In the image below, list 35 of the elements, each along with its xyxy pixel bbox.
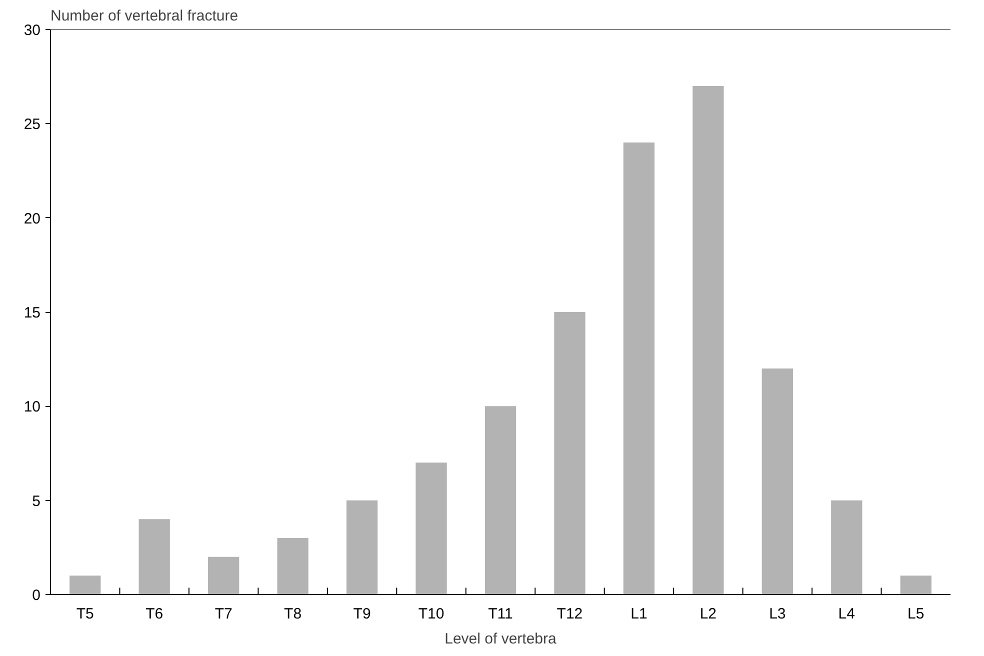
bar	[138, 519, 170, 594]
bar	[692, 86, 724, 594]
bar	[762, 368, 793, 594]
bar	[70, 576, 101, 594]
bar	[900, 576, 932, 594]
bar	[416, 462, 447, 594]
y-tick-label: 20	[24, 210, 41, 228]
x-axis-title: Level of vertebra	[444, 630, 558, 648]
x-tick-label: L4	[838, 606, 855, 622]
x-tick-label: T11	[488, 606, 513, 622]
bar	[277, 538, 308, 594]
x-tick-label: T12	[556, 606, 583, 622]
x-tick-label: T5	[76, 606, 94, 622]
x-tick-label: L5	[908, 606, 924, 622]
y-tick-label: 10	[24, 398, 41, 416]
bar	[623, 142, 655, 594]
bar	[831, 500, 862, 594]
y-tick-label: 5	[32, 492, 40, 510]
x-tick-label: T8	[284, 606, 302, 622]
bar	[554, 312, 586, 594]
bar	[484, 406, 516, 594]
y-tick-label: 15	[24, 304, 41, 322]
y-axis-title: Number of vertebral fracture	[50, 8, 238, 24]
x-tick-label: T6	[146, 606, 164, 622]
y-tick-label: 0	[32, 587, 40, 604]
x-tick-label: T10	[418, 606, 444, 622]
x-tick-label: T9	[353, 606, 371, 622]
y-tick-label: 25	[24, 116, 41, 134]
bar	[346, 500, 378, 594]
x-tick-label: L2	[700, 606, 717, 622]
x-tick-label: L3	[769, 606, 786, 622]
x-tick-label: L1	[630, 606, 648, 622]
bar	[208, 556, 240, 594]
y-tick-label: 30	[24, 22, 41, 39]
x-tick-label: T7	[214, 606, 232, 622]
